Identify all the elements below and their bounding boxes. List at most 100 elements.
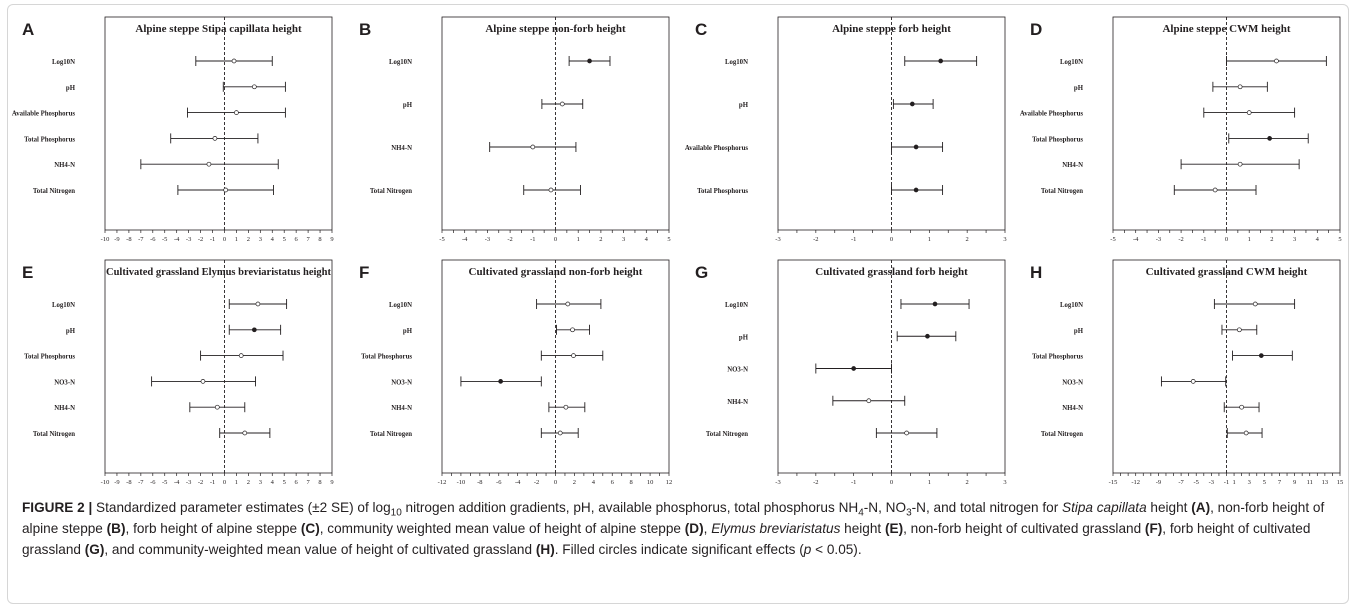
estimate-point-significant <box>938 58 944 64</box>
row-label: Log10N <box>1060 302 1083 309</box>
panel-letter: H <box>1030 263 1042 282</box>
x-tick-label: -2 <box>507 236 512 243</box>
estimate-point <box>1190 379 1196 384</box>
x-tick-label: 3 <box>1248 479 1251 486</box>
x-tick-label: 2 <box>966 479 969 486</box>
x-tick-label: 3 <box>1293 236 1296 243</box>
x-tick-label: -1 <box>851 479 856 486</box>
estimate-point <box>557 430 563 436</box>
row-label: NH4-N <box>391 405 412 412</box>
row-label: NH4-N <box>1062 405 1083 412</box>
estimate-point <box>530 144 536 150</box>
estimate-point <box>1243 430 1249 436</box>
x-tick-label: -3 <box>775 479 780 486</box>
row-label: NO3-N <box>54 379 75 386</box>
x-tick-label: 0 <box>223 236 226 243</box>
chart-panel-a: A Alpine steppe Stipa capillata height-10… <box>12 16 334 243</box>
x-tick-label: 2 <box>247 236 250 243</box>
row-label: Total Nitrogen <box>1041 431 1083 438</box>
x-tick-label: 4 <box>271 479 275 486</box>
x-tick-label: -3 <box>1209 479 1214 486</box>
x-tick-label: 6 <box>295 479 299 486</box>
plot-frame <box>104 259 333 474</box>
caption-subscript: 10 <box>390 507 402 519</box>
figure-caption: FIGURE 2 | Standardized parameter estima… <box>22 497 1332 560</box>
caption-text: , <box>703 521 712 536</box>
estimate-point <box>866 398 872 404</box>
row-label: pH <box>66 328 76 335</box>
x-tick-label: 1 <box>1248 236 1251 243</box>
row-label: NO3-N <box>391 379 412 386</box>
chart-title: Cultivated grassland Elymus breviaristat… <box>106 267 331 278</box>
caption-panel-ref: (C) <box>300 521 320 536</box>
x-tick-label: -6 <box>496 479 502 486</box>
x-tick-label: -1 <box>210 479 215 486</box>
x-tick-label: 0 <box>1225 236 1228 243</box>
x-tick-label: -3 <box>775 236 780 243</box>
row-label: NH4-N <box>391 145 412 152</box>
x-tick-label: 2 <box>966 236 969 243</box>
chart-panel-d: D Alpine steppe CWM height-5 -4 -3 -2 -1 0 1 2 3 4… <box>1020 16 1342 243</box>
x-tick-label: 9 <box>1293 479 1296 486</box>
x-tick-label: -7 <box>138 479 144 486</box>
x-tick-label: 4 <box>592 479 596 486</box>
x-tick-label: 7 <box>306 236 310 243</box>
caption-text: , forb height of alpine steppe <box>125 521 301 536</box>
estimate-point <box>212 136 218 141</box>
chart-panel-h: H Cultivated grassland CWM height-15 -12 -9… <box>1030 259 1343 486</box>
x-tick-label: -12 <box>438 479 447 486</box>
x-tick-label: -6 <box>150 479 156 486</box>
caption-panel-ref: (D) <box>684 521 704 536</box>
x-tick-label: -3 <box>485 236 490 243</box>
x-tick-label: 5 <box>283 479 286 486</box>
x-tick-label: -1 <box>530 236 535 243</box>
estimate-point-significant <box>913 187 919 193</box>
x-tick-label: 0 <box>223 479 226 486</box>
x-tick-label: -8 <box>477 479 482 486</box>
x-tick-label: 2 <box>1270 236 1273 243</box>
x-tick-label: -10 <box>457 479 466 486</box>
estimate-point-significant <box>587 58 592 64</box>
x-tick-label: -5 <box>162 479 167 486</box>
x-tick-label: -7 <box>138 236 144 243</box>
row-label: Total Nitrogen <box>706 431 748 438</box>
caption-p-symbol: p <box>803 542 812 557</box>
figure-frame <box>7 4 1349 604</box>
row-label: Log10N <box>725 302 748 309</box>
x-tick-label: 8 <box>318 479 321 486</box>
caption-panel-ref: (H) <box>535 542 555 557</box>
estimate-point-significant <box>1267 136 1272 141</box>
row-label: Log10N <box>52 59 75 66</box>
x-tick-label: 4 <box>271 236 275 243</box>
x-tick-label: -1 <box>210 236 215 243</box>
x-tick-label: -4 <box>174 236 180 243</box>
x-tick-label: -9 <box>1156 479 1161 486</box>
estimate-point <box>548 187 554 193</box>
caption-text: , non-forb height of cultivated grasslan… <box>903 521 1145 536</box>
x-tick-label: -10 <box>101 479 110 486</box>
caption-text: , forb height of cultivated grassland <box>22 521 1311 557</box>
estimate-point <box>1237 84 1243 90</box>
caption-panel-ref: (B) <box>106 521 126 536</box>
x-tick-label: -15 <box>1109 479 1118 486</box>
estimate-point <box>251 84 257 90</box>
row-label: Total Phosphorus <box>24 354 75 361</box>
forest-plot-grid: A Alpine steppe Stipa capillata height-10… <box>12 16 1343 486</box>
x-tick-label: 1 <box>235 479 238 486</box>
caption-panel-ref: (A) <box>1191 500 1211 515</box>
x-tick-label: -3 <box>186 236 191 243</box>
x-tick-label: 3 <box>1003 479 1006 486</box>
row-label: pH <box>403 328 413 335</box>
row-label: NH4-N <box>54 405 75 412</box>
caption-subscript: 4 <box>858 507 864 519</box>
row-label: Available Phosphorus <box>685 145 748 152</box>
x-tick-label: 0 <box>890 479 893 486</box>
row-label: NH4-N <box>1062 162 1083 169</box>
estimate-point <box>206 161 212 167</box>
row-label: NO3-N <box>1062 379 1083 386</box>
x-tick-label: -10 <box>101 236 110 243</box>
row-label: Log10N <box>1060 59 1083 66</box>
caption-text: , and community-weighted mean value of h… <box>104 542 536 557</box>
row-label: Log10N <box>389 302 412 309</box>
x-tick-label: -2 <box>813 236 818 243</box>
